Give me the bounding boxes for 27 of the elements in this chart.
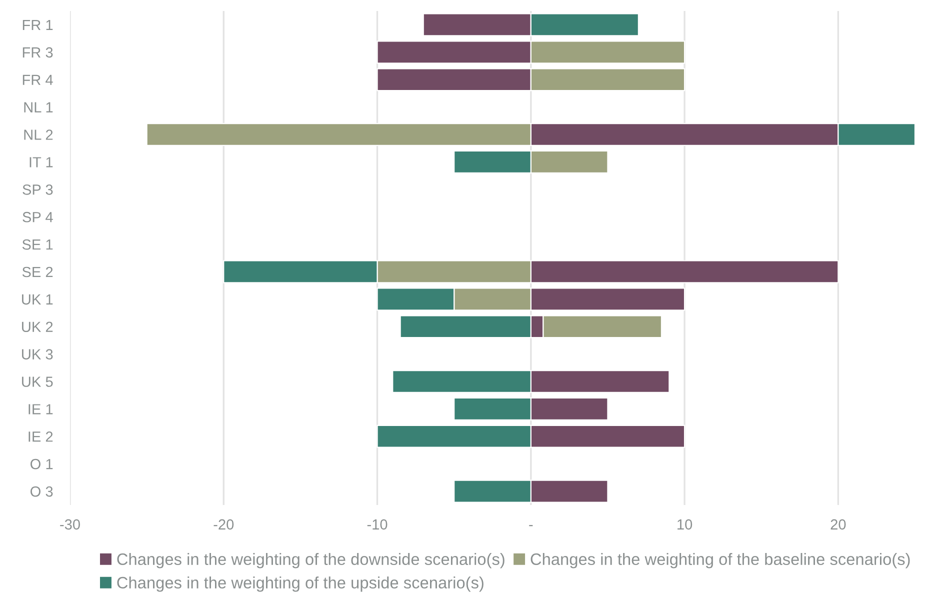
legend-label: Changes in the weighting of the downside scenario(s) xyxy=(117,553,504,568)
y-tick-label: O 3 xyxy=(30,486,53,497)
y-tick-label: FR 4 xyxy=(22,74,53,85)
y-tick-label: SE 2 xyxy=(22,266,53,278)
y-tick-label: UK 3 xyxy=(22,349,53,360)
x-tick-label: 10 xyxy=(678,519,692,530)
y-tick-label: IT 1 xyxy=(30,157,53,168)
y-tick-label: UK 5 xyxy=(22,376,53,387)
y-tick-label: UK 1 xyxy=(22,294,53,305)
y-tick-label: SP 4 xyxy=(22,212,53,222)
legend-label: Changes in the weighting of the upside scenario(s) xyxy=(117,576,484,592)
x-tick-label: -10 xyxy=(367,519,388,530)
y-tick-label: NL 1 xyxy=(24,102,53,112)
y-tick-label: FR 3 xyxy=(22,47,53,58)
y-tick-label: SE 1 xyxy=(22,239,53,250)
x-tick-label: - xyxy=(529,525,533,526)
x-tick-label: 20 xyxy=(830,519,846,530)
y-tick-label: NL 2 xyxy=(24,130,53,140)
y-tick-label: SP 3 xyxy=(22,184,53,195)
y-tick-label: O 1 xyxy=(30,458,53,470)
x-tick-label: -20 xyxy=(214,519,234,530)
y-tick-label: IE 2 xyxy=(28,431,53,442)
y-tick-label: FR 1 xyxy=(22,20,53,30)
y-tick-label: UK 2 xyxy=(22,322,53,332)
x-tick-label: -30 xyxy=(60,519,80,530)
legend-label: Changes in the weighting of the baseline scenario(s) xyxy=(530,553,910,568)
y-tick-label: IE 1 xyxy=(28,404,53,414)
